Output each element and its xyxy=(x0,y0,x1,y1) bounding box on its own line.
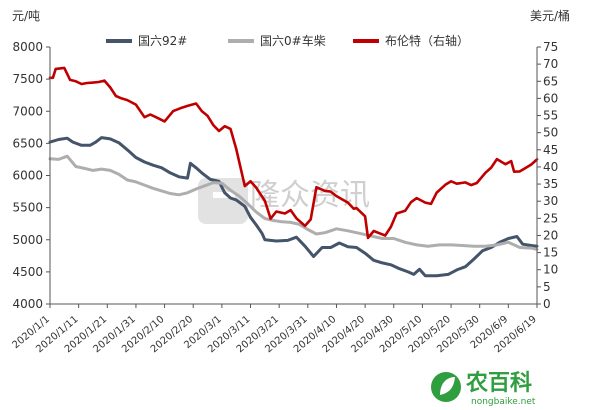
right-tick-label: 10 xyxy=(543,263,558,277)
watermark: 隆众资讯 xyxy=(198,178,370,224)
left-tick-label: 4500 xyxy=(12,265,43,279)
right-tick-label: 50 xyxy=(543,126,558,140)
series-layer xyxy=(48,66,539,278)
right-tick-label: 5 xyxy=(543,280,551,294)
right-tick-label: 65 xyxy=(543,74,558,88)
legend-label-1: 国六92# xyxy=(138,34,187,48)
series-line-3 xyxy=(48,66,539,240)
right-tick-label: 25 xyxy=(543,211,558,225)
legend-label-3: 布伦特（右轴） xyxy=(385,33,469,48)
right-tick-label: 20 xyxy=(543,228,558,242)
watermark-logo-mark xyxy=(213,192,235,198)
site-logo-name: 农百科 xyxy=(465,370,532,396)
right-tick-label: 35 xyxy=(543,177,558,191)
right-tick-label: 15 xyxy=(543,246,558,260)
right-tick-label: 55 xyxy=(543,109,558,123)
right-tick-label: 45 xyxy=(543,143,558,157)
left-tick-label: 7500 xyxy=(12,72,43,86)
site-logo-url: nongbaike.net xyxy=(471,397,536,407)
legend-label-2: 国六0#车柴 xyxy=(260,33,326,48)
left-tick-label: 4000 xyxy=(12,297,43,311)
right-tick-label: 30 xyxy=(543,194,558,208)
site-logo: 农百科 nongbaike.net xyxy=(431,370,536,407)
leaf-icon-shape xyxy=(440,377,455,395)
right-axis-unit: 美元/桶 xyxy=(530,8,570,23)
left-tick-label: 6500 xyxy=(12,136,43,150)
watermark-logo-icon xyxy=(198,178,248,224)
right-tick-label: 60 xyxy=(543,91,558,105)
left-tick-label: 5500 xyxy=(12,201,43,215)
left-axis-unit: 元/吨 xyxy=(12,9,40,23)
right-tick-label: 40 xyxy=(543,160,558,174)
left-tick-label: 7000 xyxy=(12,104,43,118)
series-line-1 xyxy=(48,136,539,278)
right-tick-label: 0 xyxy=(543,297,551,311)
left-tick-label: 6000 xyxy=(12,169,43,183)
watermark-text: 隆众资讯 xyxy=(250,178,370,213)
left-tick-label: 8000 xyxy=(12,40,43,54)
right-tick-label: 75 xyxy=(543,40,558,54)
legend: 国六92# 国六0#车柴 布伦特（右轴） xyxy=(106,33,469,48)
series-line-2 xyxy=(48,154,539,251)
right-tick-label: 70 xyxy=(543,57,558,71)
left-tick-label: 5000 xyxy=(12,233,43,247)
